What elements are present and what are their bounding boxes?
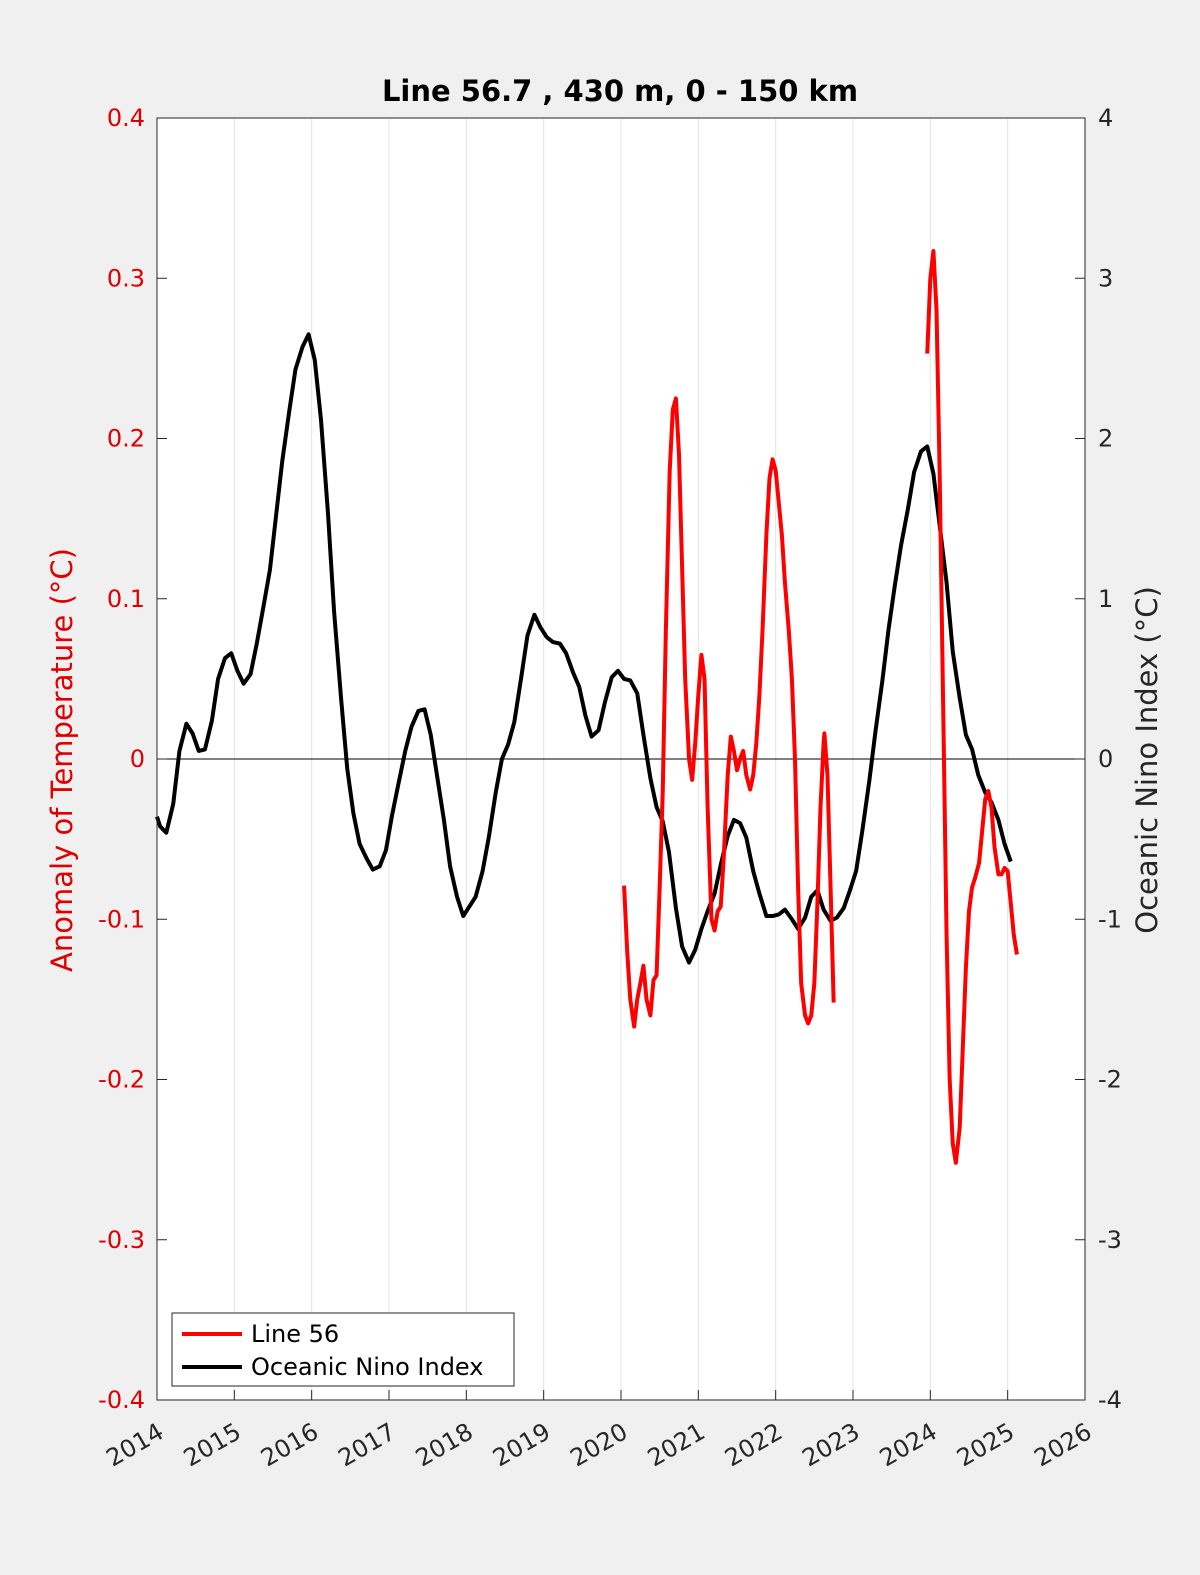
legend-label-series-0: Line 56	[251, 1320, 339, 1348]
y-right-tick-label--4: -4	[1098, 1386, 1122, 1414]
y-left-tick-label--0.3: -0.3	[98, 1226, 145, 1254]
y-left-tick-label-0: 0	[130, 745, 145, 773]
y-axis-right-title: Oceanic Nino Index (°C)	[1130, 586, 1164, 934]
x-tick-label-2017: 2017	[334, 1417, 401, 1472]
legend: Line 56 Oceanic Nino Index	[171, 1312, 515, 1387]
y-left-tick-label--0.2: -0.2	[98, 1066, 145, 1094]
series-lines	[155, 249, 1019, 1165]
series-line-oceanic-nino-index-segment-0	[155, 332, 1013, 965]
y-right-tick-label--3: -3	[1098, 1226, 1122, 1254]
legend-label-series-1: Oceanic Nino Index	[251, 1353, 483, 1381]
y-axis-left: -0.4 -0.3 -0.2 -0.1 0 0.1 0.2 0.3 0.4	[98, 104, 167, 1414]
y-axis-right: -4 -3 -2 -1 0 1 2 3 4	[1075, 104, 1122, 1414]
x-tick-label-2026: 2026	[1030, 1417, 1097, 1472]
series-line-line-56-segment-1	[925, 249, 1019, 1165]
x-tick-label-2025: 2025	[952, 1417, 1019, 1472]
y-right-tick-label--1: -1	[1098, 905, 1122, 933]
y-right-tick-label-3: 3	[1098, 264, 1113, 292]
y-right-tick-label-4: 4	[1098, 104, 1113, 132]
y-right-tick-label-2: 2	[1098, 425, 1113, 453]
legend-box	[171, 1312, 515, 1387]
y-left-tick-label-0.2: 0.2	[107, 425, 145, 453]
x-tick-label-2024: 2024	[875, 1417, 942, 1472]
series-line-line-56-segment-0	[622, 396, 836, 1029]
x-tick-label-2021: 2021	[643, 1417, 710, 1472]
chart-title: Line 56.7 , 430 m, 0 - 150 km	[382, 74, 858, 108]
x-tick-label-2020: 2020	[566, 1417, 633, 1472]
y-axis-left-title: Anomaly of Temperature (°C)	[45, 548, 79, 972]
x-tick-label-2019: 2019	[488, 1417, 555, 1472]
x-axis: 2014 2015 2016 2017 2018 2019 2020 2021 2022 2023…	[102, 1390, 1097, 1472]
y-right-tick-label-1: 1	[1098, 585, 1113, 613]
y-right-tick-label--2: -2	[1098, 1066, 1122, 1094]
y-left-tick-label-0.1: 0.1	[107, 585, 145, 613]
y-right-tick-label-0: 0	[1098, 745, 1113, 773]
x-tick-label-2015: 2015	[179, 1417, 246, 1472]
x-tick-label-2023: 2023	[798, 1417, 865, 1472]
x-tick-label-2016: 2016	[256, 1417, 323, 1472]
x-tick-label-2018: 2018	[411, 1417, 478, 1472]
x-tick-label-2022: 2022	[720, 1417, 787, 1472]
y-left-tick-label-0.4: 0.4	[107, 104, 145, 132]
x-tick-label-2014: 2014	[102, 1417, 169, 1472]
y-left-tick-label--0.4: -0.4	[98, 1386, 145, 1414]
y-left-tick-label-0.3: 0.3	[107, 264, 145, 292]
y-left-tick-label--0.1: -0.1	[98, 905, 145, 933]
